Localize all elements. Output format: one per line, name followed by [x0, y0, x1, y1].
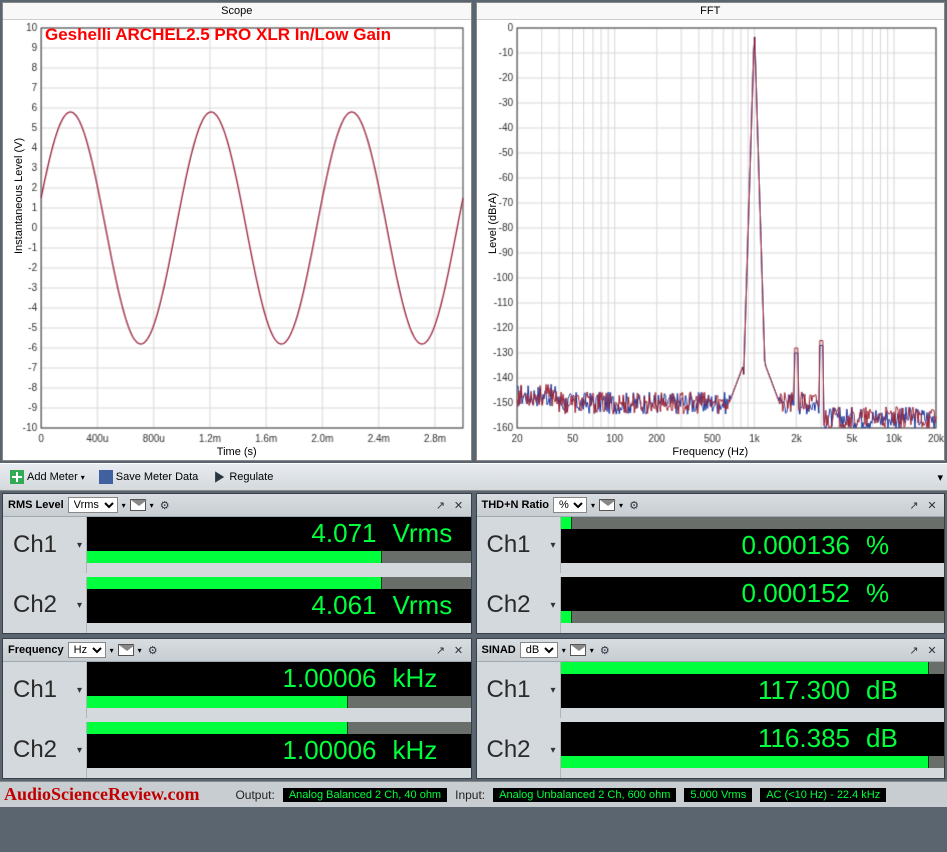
envelope-icon[interactable] [599, 499, 615, 511]
bw-value[interactable]: AC (<10 Hz) - 22.4 kHz [760, 788, 886, 802]
sinad-panel: SINAD dB ▾ ▾ Ch1▾ 117.300dB Ch2▾ 116.385… [476, 638, 946, 779]
input-label: Input: [455, 788, 485, 802]
fft-chart-panel: FFT Level (dBrA) Frequency (Hz) [476, 2, 946, 461]
toolbar-menu-icon[interactable]: ▾ [937, 471, 943, 484]
fft-title: FFT [477, 3, 945, 20]
rms-title: RMS Level [8, 499, 64, 511]
popout-icon[interactable] [907, 498, 921, 512]
brand-text: AudioScienceReview.com [4, 784, 199, 805]
sinad-ch1-label[interactable]: Ch1▾ [477, 662, 561, 718]
freq-title: Frequency [8, 644, 64, 656]
scope-chart-panel: Scope Instantaneous Level (V) Time (s) G… [2, 2, 472, 461]
regulate-label: Regulate [229, 471, 273, 483]
envelope-icon[interactable] [118, 644, 134, 656]
fft-xlabel: Frequency (Hz) [672, 446, 748, 458]
scope-xlabel: Time (s) [217, 446, 257, 458]
close-icon[interactable] [452, 498, 466, 512]
level-value[interactable]: 5.000 Vrms [684, 788, 752, 802]
rms-ch1-label[interactable]: Ch1▾ [3, 517, 87, 573]
sinad-unit-select[interactable]: dB [520, 642, 558, 658]
play-icon [212, 470, 226, 484]
fft-canvas [477, 20, 945, 460]
save-icon [99, 470, 113, 484]
annotation-text: Geshelli ARCHEL2.5 PRO XLR In/Low Gain [45, 25, 391, 45]
meter-toolbar: Add Meter ▾ Save Meter Data Regulate ▾ [0, 463, 947, 491]
popout-icon[interactable] [434, 643, 448, 657]
sinad-ch2-label[interactable]: Ch2▾ [477, 722, 561, 778]
scope-title: Scope [3, 3, 471, 20]
gear-icon[interactable] [158, 498, 172, 512]
thdn-unit-select[interactable]: % [553, 497, 587, 513]
dropdown-icon[interactable]: ▾ [150, 501, 154, 510]
thdn-ch2-label[interactable]: Ch2▾ [477, 577, 561, 633]
status-bar: AudioScienceReview.com Output: Analog Ba… [0, 781, 947, 807]
dropdown-icon[interactable]: ▾ [591, 501, 595, 510]
dropdown-icon[interactable]: ▾ [619, 501, 623, 510]
rms-panel: RMS Level Vrms ▾ ▾ Ch1▾ 4.071Vrms Ch2▾ 4… [2, 493, 472, 634]
gear-icon[interactable] [146, 643, 160, 657]
popout-icon[interactable] [907, 643, 921, 657]
rms-ch2-label[interactable]: Ch2▾ [3, 577, 87, 633]
output-value[interactable]: Analog Balanced 2 Ch, 40 ohm [283, 788, 447, 802]
gear-icon[interactable] [598, 643, 612, 657]
dropdown-icon[interactable]: ▾ [138, 646, 142, 655]
regulate-button[interactable]: Regulate [206, 467, 279, 487]
envelope-icon[interactable] [570, 644, 586, 656]
output-label: Output: [235, 788, 274, 802]
thdn-panel: THD+N Ratio % ▾ ▾ Ch1▾ 0.000136% Ch2▾ 0.… [476, 493, 946, 634]
dropdown-icon[interactable]: ▾ [122, 501, 126, 510]
dropdown-icon[interactable]: ▾ [590, 646, 594, 655]
save-meter-data-button[interactable]: Save Meter Data [93, 467, 205, 487]
popout-icon[interactable] [434, 498, 448, 512]
dropdown-icon[interactable]: ▾ [562, 646, 566, 655]
meters-grid: RMS Level Vrms ▾ ▾ Ch1▾ 4.071Vrms Ch2▾ 4… [0, 491, 947, 781]
close-icon[interactable] [452, 643, 466, 657]
dropdown-icon[interactable]: ▾ [110, 646, 114, 655]
envelope-icon[interactable] [130, 499, 146, 511]
add-meter-button[interactable]: Add Meter ▾ [4, 467, 91, 487]
charts-row: Scope Instantaneous Level (V) Time (s) G… [0, 0, 947, 463]
scope-canvas [3, 20, 471, 460]
thdn-title: THD+N Ratio [482, 499, 550, 511]
save-meter-label: Save Meter Data [116, 471, 199, 483]
gear-icon[interactable] [627, 498, 641, 512]
add-meter-label: Add Meter [27, 471, 78, 483]
freq-panel: Frequency Hz ▾ ▾ Ch1▾ 1.00006kHz Ch2▾ 1.… [2, 638, 472, 779]
freq-ch2-label[interactable]: Ch2▾ [3, 722, 87, 778]
input-value[interactable]: Analog Unbalanced 2 Ch, 600 ohm [493, 788, 676, 802]
close-icon[interactable] [925, 643, 939, 657]
thdn-ch1-label[interactable]: Ch1▾ [477, 517, 561, 573]
plus-icon [10, 470, 24, 484]
freq-ch1-label[interactable]: Ch1▾ [3, 662, 87, 718]
sinad-title: SINAD [482, 644, 516, 656]
rms-unit-select[interactable]: Vrms [68, 497, 118, 513]
freq-unit-select[interactable]: Hz [68, 642, 106, 658]
dropdown-icon: ▾ [81, 473, 85, 482]
close-icon[interactable] [925, 498, 939, 512]
